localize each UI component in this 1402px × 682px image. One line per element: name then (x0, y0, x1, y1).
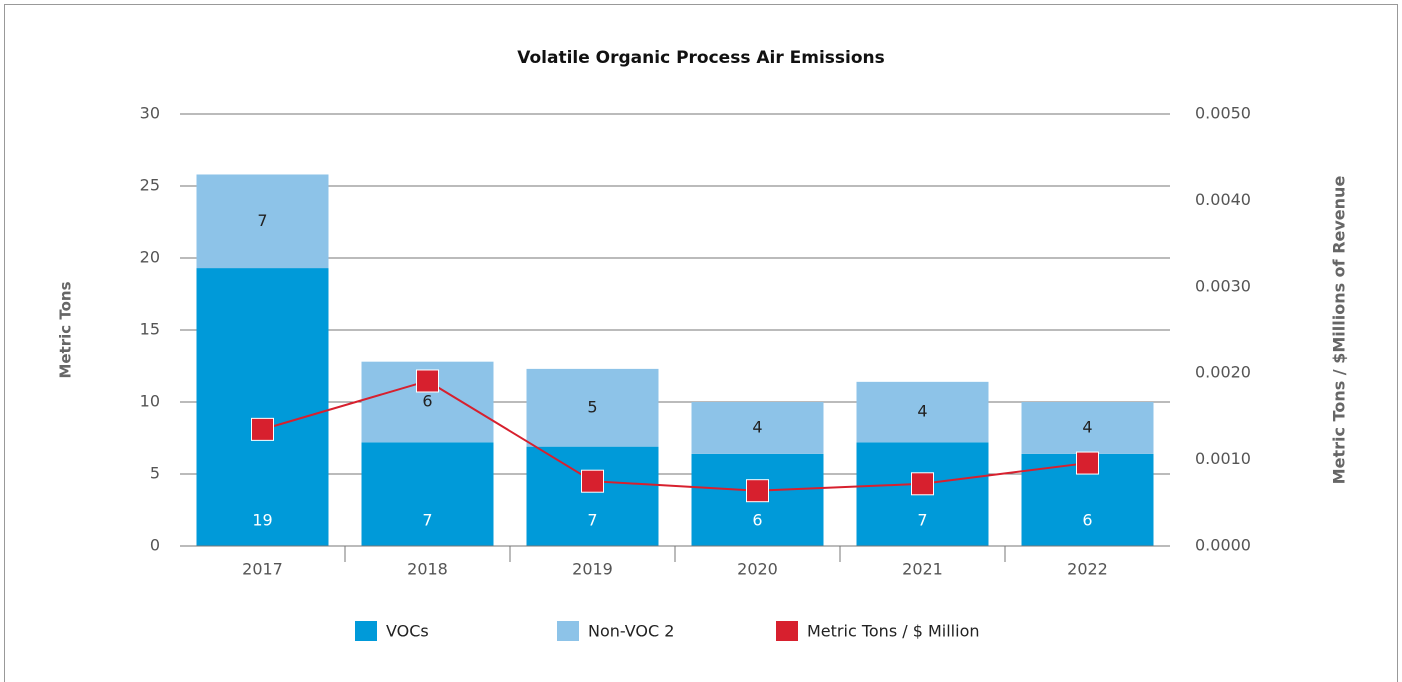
data-label: 6 (752, 511, 762, 530)
x-tick-label: 2020 (737, 560, 778, 579)
y-tick-label: 30 (140, 104, 160, 123)
legend-swatch (557, 621, 579, 641)
bar (526, 446, 659, 546)
bar (361, 442, 494, 546)
x-tick-label: 2021 (902, 560, 943, 579)
data-label: 19 (252, 511, 272, 530)
legend-label: Metric Tons / $ Million (807, 622, 980, 641)
y-tick-label: 25 (140, 176, 160, 195)
data-label: 7 (422, 511, 432, 530)
legend-label: Non-VOC 2 (588, 622, 674, 641)
chart-title: Volatile Organic Process Air Emissions (517, 48, 885, 68)
bar (1021, 402, 1154, 454)
y-tick-label: 5 (150, 464, 160, 483)
marker (416, 369, 439, 393)
y2-tick-label: 0.0000 (1195, 536, 1251, 555)
x-tick-label: 2022 (1067, 560, 1108, 579)
bar (196, 174, 329, 269)
bar (526, 368, 659, 447)
y-tick-label: 15 (140, 320, 160, 339)
data-label: 4 (917, 402, 927, 421)
data-label: 6 (422, 392, 432, 411)
y-tick-label: 20 (140, 248, 160, 267)
data-label: 7 (917, 511, 927, 530)
marker (581, 469, 604, 493)
x-tick-label: 2019 (572, 560, 613, 579)
data-label: 4 (1082, 417, 1092, 436)
data-label: 7 (257, 211, 267, 230)
x-tick-label: 2018 (407, 560, 448, 579)
y2-tick-label: 0.0010 (1195, 449, 1251, 468)
data-label: 5 (587, 397, 597, 416)
y2-tick-label: 0.0040 (1195, 190, 1251, 209)
frame (4, 4, 1398, 682)
legend-swatch (355, 621, 377, 641)
line (262, 379, 1088, 492)
bar (196, 268, 329, 546)
bar (856, 381, 989, 443)
marker (746, 479, 769, 503)
y2-tick-label: 0.0050 (1195, 104, 1251, 123)
y-axis-label: Metric Tons (57, 281, 75, 378)
y2-tick-label: 0.0020 (1195, 363, 1251, 382)
legend-swatch (776, 621, 798, 641)
marker (251, 417, 274, 441)
marker (911, 472, 934, 496)
data-label: 7 (587, 511, 597, 530)
marker (1076, 451, 1099, 475)
data-label: 4 (752, 417, 762, 436)
y-tick-label: 0 (150, 536, 160, 555)
y2-tick-label: 0.0030 (1195, 276, 1251, 295)
bar (691, 402, 824, 454)
legend-label: VOCs (386, 622, 429, 641)
y-tick-label: 10 (140, 392, 160, 411)
data-label: 6 (1082, 511, 1092, 530)
y2-axis-label: Metric Tons / $Millions of Revenue (1330, 176, 1349, 485)
x-tick-label: 2017 (242, 560, 283, 579)
